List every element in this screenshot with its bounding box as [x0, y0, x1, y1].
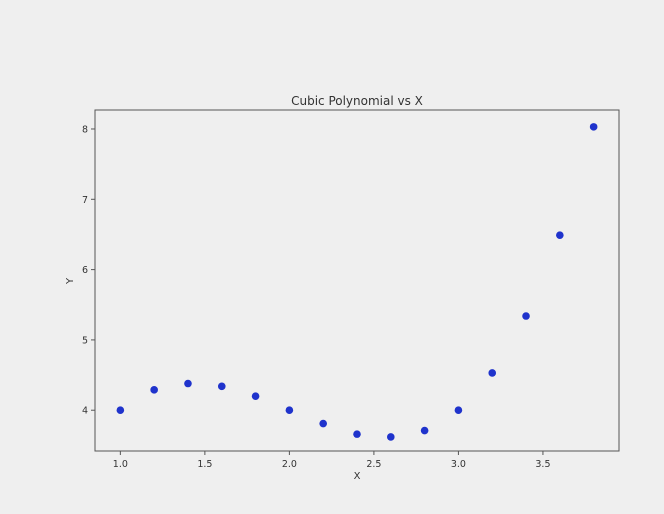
- y-tick-label: 5: [82, 335, 88, 346]
- data-point: [150, 386, 158, 394]
- data-point: [319, 419, 327, 428]
- y-axis-label: Y: [65, 277, 76, 285]
- chart-title: Cubic Polynomial vs X: [291, 94, 423, 108]
- data-point: [387, 433, 395, 441]
- x-tick-label: 2.5: [366, 459, 381, 470]
- data-point: [589, 123, 598, 131]
- y-axis: 4 5 6 7 8: [82, 124, 95, 417]
- data-point: [116, 406, 125, 415]
- data-point: [353, 430, 361, 438]
- plot-area: [94, 109, 620, 452]
- data-point: [251, 392, 260, 400]
- data-point: [285, 406, 294, 415]
- y-tick-label: 4: [82, 406, 88, 417]
- y-tick-label: 7: [82, 195, 88, 206]
- x-tick-label: 1.0: [113, 459, 128, 470]
- x-tick-label: 3.5: [535, 459, 550, 470]
- data-point: [420, 426, 429, 435]
- data-point: [184, 379, 192, 388]
- y-tick-label: 8: [82, 124, 88, 135]
- x-tick-label: 1.5: [197, 459, 212, 470]
- x-tick-label: 2.0: [282, 459, 297, 470]
- data-point: [556, 231, 564, 239]
- data-point: [488, 369, 497, 377]
- data-point: [454, 406, 463, 415]
- y-tick-label: 6: [82, 265, 88, 276]
- x-axis: 1.0 1.5 2.0 2.5 3.0 3.5: [113, 451, 550, 470]
- x-axis-label: X: [354, 471, 361, 482]
- data-point: [522, 312, 530, 320]
- data-points: [116, 123, 598, 441]
- x-tick-label: 3.0: [451, 459, 466, 470]
- data-point: [217, 382, 226, 391]
